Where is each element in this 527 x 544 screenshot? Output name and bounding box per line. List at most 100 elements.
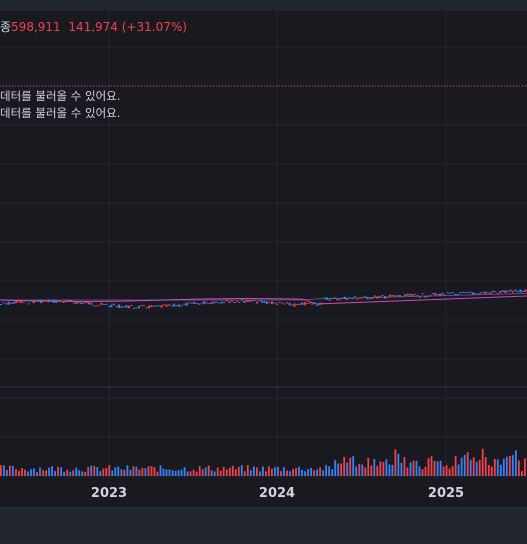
volume-bar bbox=[337, 463, 340, 476]
candle bbox=[180, 305, 183, 307]
volume-bar bbox=[352, 456, 355, 476]
volume-bar bbox=[280, 471, 282, 476]
candle bbox=[60, 300, 63, 302]
symbol-name-fragment: 종 bbox=[0, 20, 12, 34]
volume-bar bbox=[283, 467, 285, 476]
volume-bar bbox=[262, 466, 264, 476]
candle bbox=[479, 292, 482, 294]
volume-bar bbox=[515, 450, 517, 476]
volume-bar bbox=[141, 468, 144, 476]
candle bbox=[271, 301, 273, 305]
candle bbox=[519, 289, 522, 293]
volume-histogram bbox=[0, 448, 526, 476]
candle bbox=[110, 304, 113, 308]
volume-bar bbox=[524, 458, 526, 476]
candle bbox=[158, 305, 161, 307]
candle bbox=[396, 295, 399, 297]
candle bbox=[424, 296, 427, 298]
candle bbox=[491, 290, 494, 293]
volume-bar bbox=[114, 467, 117, 476]
candle bbox=[170, 305, 173, 307]
candle bbox=[7, 301, 10, 305]
volume-bar bbox=[313, 470, 315, 476]
x-axis-label-2025: 2025 bbox=[428, 486, 464, 501]
candle bbox=[318, 302, 321, 306]
volume-bar bbox=[322, 470, 324, 476]
candle bbox=[190, 302, 193, 304]
volume-bar bbox=[403, 457, 406, 476]
volume-bar bbox=[385, 459, 388, 476]
volume-bar bbox=[93, 465, 96, 476]
volume-bar bbox=[289, 471, 291, 476]
candle bbox=[261, 300, 263, 303]
candle bbox=[32, 300, 35, 304]
candle bbox=[77, 302, 80, 304]
candle bbox=[431, 292, 434, 295]
candle bbox=[240, 299, 243, 301]
candle bbox=[278, 301, 281, 303]
candle bbox=[449, 292, 452, 294]
indicator-message-1: 데터를 불러올 수 있어요. bbox=[0, 89, 121, 103]
volume-bar bbox=[490, 466, 493, 476]
volume-bar bbox=[316, 469, 318, 476]
volume-bar bbox=[249, 470, 252, 476]
volume-bar bbox=[237, 466, 240, 476]
volume-bar bbox=[499, 464, 502, 476]
volume-bar bbox=[331, 469, 334, 476]
candle bbox=[82, 302, 85, 304]
candle bbox=[52, 299, 55, 303]
volume-bar bbox=[379, 461, 382, 476]
volume-bar bbox=[144, 468, 147, 476]
candle bbox=[112, 303, 115, 306]
volume-bar bbox=[511, 455, 514, 476]
candle bbox=[338, 299, 341, 301]
candle bbox=[381, 295, 384, 297]
candle bbox=[511, 290, 514, 293]
candle bbox=[145, 307, 148, 309]
volume-bar bbox=[189, 471, 192, 476]
candle bbox=[451, 292, 454, 294]
price-chart-pane[interactable] bbox=[0, 10, 527, 507]
candle bbox=[123, 306, 125, 308]
candle bbox=[469, 291, 472, 293]
candle bbox=[40, 299, 43, 304]
candle bbox=[276, 303, 278, 305]
volume-bar bbox=[346, 462, 349, 476]
volume-bar bbox=[328, 466, 330, 476]
chart-grid bbox=[0, 9, 527, 480]
candle bbox=[225, 299, 228, 301]
volume-bar bbox=[310, 467, 312, 476]
candle bbox=[25, 300, 28, 301]
candle bbox=[509, 289, 512, 292]
volume-bar bbox=[51, 466, 53, 476]
volume-bar bbox=[448, 468, 451, 476]
volume-bar bbox=[204, 467, 207, 476]
moving-average-line bbox=[0, 295, 527, 305]
volume-bar bbox=[454, 455, 457, 476]
candle bbox=[391, 295, 394, 297]
volume-bar bbox=[57, 466, 59, 476]
volume-bar bbox=[207, 465, 210, 476]
candle bbox=[115, 305, 118, 307]
candle bbox=[441, 293, 444, 295]
candle bbox=[444, 295, 447, 296]
candle bbox=[168, 304, 171, 306]
candle bbox=[464, 292, 467, 294]
volume-bar bbox=[277, 466, 279, 476]
candle bbox=[373, 295, 376, 297]
candle bbox=[90, 302, 93, 305]
volume-bar bbox=[90, 465, 93, 476]
candle bbox=[281, 302, 284, 304]
candle bbox=[125, 305, 128, 308]
volume-bar bbox=[156, 471, 159, 476]
price-change: 141,974 (+31.07%) bbox=[68, 20, 187, 34]
candle bbox=[128, 305, 130, 309]
volume-bar bbox=[129, 469, 132, 476]
candle bbox=[117, 304, 120, 309]
volume-bar bbox=[3, 465, 5, 476]
volume-bar bbox=[253, 466, 255, 476]
candle bbox=[351, 298, 354, 300]
volume-bar bbox=[219, 470, 222, 476]
volume-bar bbox=[243, 471, 246, 476]
